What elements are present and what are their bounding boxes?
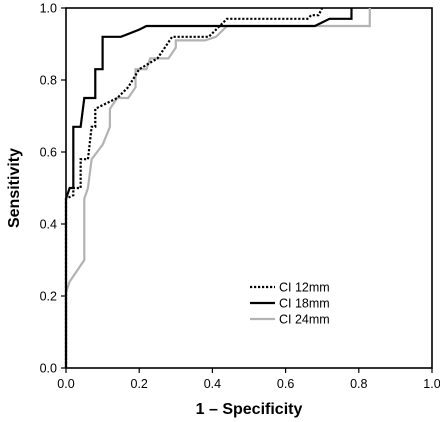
plot-frame [65,7,433,369]
x-axis-title: 1 – Specificity [196,401,303,418]
y-tick-label: 0.8 [40,74,57,88]
axes: 0.0 0.2 0.4 0.6 0.8 1.0 0.0 0.2 0.4 0.6 0.8 1.0 [40,2,440,392]
series-layer [64,7,371,368]
series-line-ci-18mm [64,8,353,368]
x-tick-label: 0.0 [57,377,74,391]
series-line-ci-24mm [64,8,371,368]
y-tick-label: 0.4 [40,218,57,232]
y-tick-label: 0.0 [40,362,57,376]
legend-label: CI 24mm [279,313,330,327]
y-axis-title: Sensitivity [6,148,23,228]
x-tick-label: 0.2 [131,377,148,391]
y-tick-label: 0.2 [40,290,57,304]
legend: CI 12mm CI 18mm CI 24mm [250,281,330,327]
y-tick-label: 0.6 [40,146,57,160]
x-tick-label: 0.4 [204,377,221,391]
x-tick-label: 0.6 [277,377,294,391]
x-tick-label: 1.0 [423,377,440,391]
y-tick-label: 1.0 [40,2,57,16]
x-tick-label: 0.8 [350,377,367,391]
legend-label: CI 18mm [279,297,330,311]
legend-label: CI 12mm [279,281,330,295]
